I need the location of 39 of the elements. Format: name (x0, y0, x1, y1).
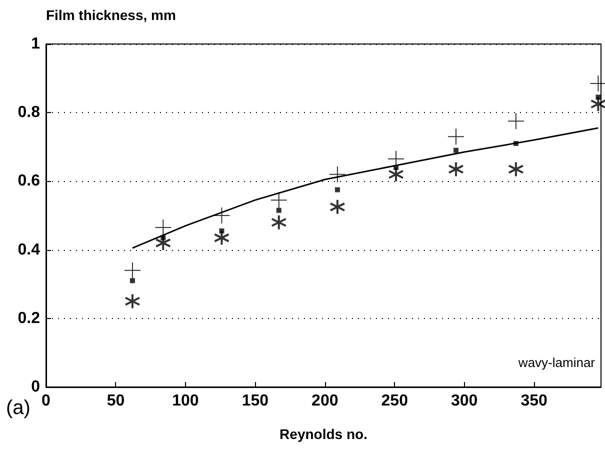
point (124, 293, 140, 310)
point (214, 230, 230, 246)
text: (a) (6, 397, 30, 419)
point (453, 148, 458, 153)
point (508, 161, 524, 178)
point (130, 278, 135, 284)
x-tick-label: 150 (242, 392, 269, 410)
point (329, 198, 346, 215)
point (155, 234, 172, 251)
point (448, 161, 464, 178)
point (124, 262, 141, 279)
y-axis-title: Film thickness, mm (46, 7, 176, 23)
point (213, 207, 230, 224)
y-tick-label: 0.8 (18, 104, 40, 122)
point (507, 112, 524, 130)
x-tick-label: 200 (312, 392, 338, 410)
point (154, 219, 172, 236)
x-tick-label: 300 (450, 392, 478, 410)
x-tick-label: 50 (106, 392, 125, 410)
point (388, 150, 405, 168)
y-tick-label: 0.4 (18, 241, 40, 258)
annotation: wavy-laminar (517, 355, 596, 370)
point (590, 96, 605, 112)
x-tick-label: 0 (42, 392, 51, 410)
point (270, 192, 288, 209)
y-tick-label: 1 (31, 36, 40, 52)
y-tick-label: 0.2 (18, 310, 40, 327)
x-axis-title: Reynolds no. (280, 426, 368, 442)
point (270, 214, 287, 230)
point (328, 166, 346, 183)
point (276, 208, 282, 213)
point (388, 166, 404, 182)
point (447, 128, 464, 146)
y-tick-label: 0.6 (18, 172, 40, 190)
point (334, 187, 340, 192)
x-tick-label: 350 (520, 392, 548, 410)
x-tick-label: 100 (172, 392, 199, 410)
x-tick-label: 250 (381, 392, 408, 410)
y-tick-label: 0 (31, 378, 40, 396)
